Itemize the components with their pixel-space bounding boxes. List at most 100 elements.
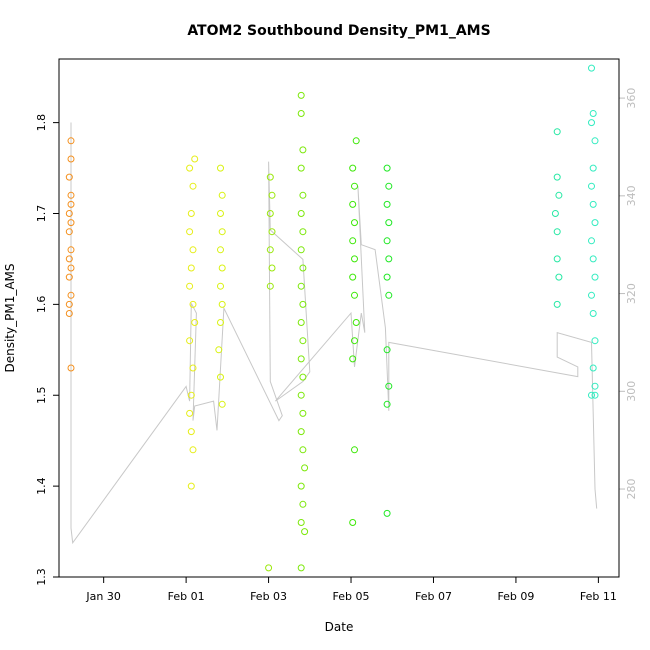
data-point — [67, 246, 75, 254]
data-point — [191, 319, 199, 326]
data-point — [385, 291, 393, 299]
x-tick-label: Feb 01 — [168, 590, 205, 603]
data-point — [551, 210, 559, 217]
plot-frame — [58, 58, 620, 578]
data-point — [186, 409, 194, 417]
points-layer — [65, 64, 599, 572]
data-point — [297, 210, 305, 217]
data-point — [266, 210, 274, 217]
data-point — [218, 400, 226, 408]
data-point — [351, 291, 358, 299]
data-point — [187, 264, 195, 272]
data-point — [589, 110, 597, 117]
data-point — [187, 428, 195, 436]
data-point — [297, 519, 305, 526]
data-point — [385, 219, 393, 227]
data-point — [589, 164, 597, 172]
data-point — [351, 182, 358, 190]
data-point — [299, 409, 307, 417]
data-point — [588, 64, 595, 72]
data-point — [67, 137, 75, 145]
data-point — [217, 164, 224, 172]
y-tick-label: 1.8 — [35, 114, 48, 132]
data-point — [589, 255, 597, 263]
data-point — [299, 146, 307, 154]
data-point — [297, 355, 305, 363]
data-point — [67, 155, 75, 163]
data-point — [299, 264, 307, 272]
data-point — [553, 300, 561, 308]
data-point — [591, 382, 599, 390]
data-point — [297, 319, 305, 326]
data-point — [591, 337, 599, 345]
y2-tick-label: 340 — [625, 185, 638, 206]
data-point — [553, 228, 561, 236]
data-point — [301, 464, 309, 472]
data-point — [218, 264, 226, 272]
y2-tick-label: 320 — [625, 283, 638, 304]
data-point — [383, 509, 391, 517]
chart-title: ATOM2 Southbound Density_PM1_AMS — [187, 23, 490, 39]
data-point — [385, 182, 393, 190]
data-point — [186, 337, 194, 345]
data-point — [349, 519, 357, 526]
data-point — [588, 182, 595, 190]
data-point — [266, 282, 274, 290]
y-axis-title: Density_PM1_AMS — [3, 263, 17, 372]
data-point — [297, 164, 305, 172]
x-tick-label: Feb 07 — [415, 590, 452, 603]
data-point — [349, 200, 357, 208]
data-point — [352, 137, 360, 145]
data-point — [268, 191, 276, 199]
data-point — [189, 300, 197, 308]
data-point — [297, 391, 305, 399]
series-3 — [265, 173, 276, 572]
x-axis-title: Date — [325, 620, 354, 634]
data-point — [351, 255, 358, 263]
data-point — [189, 246, 197, 254]
data-point — [217, 282, 224, 290]
data-point — [189, 364, 197, 372]
x-tick-label: Feb 05 — [333, 590, 370, 603]
data-point — [297, 564, 305, 572]
data-point — [297, 110, 305, 117]
series-8 — [588, 64, 599, 399]
data-point — [349, 273, 357, 281]
data-point — [268, 264, 276, 272]
data-point — [385, 255, 393, 263]
data-point — [217, 246, 224, 254]
data-point — [217, 319, 224, 326]
data-point — [591, 273, 599, 281]
data-point — [187, 482, 195, 490]
data-point — [297, 428, 305, 436]
data-point — [299, 373, 307, 381]
data-point — [349, 355, 357, 363]
x-tick-label: Feb 09 — [497, 590, 534, 603]
data-point — [299, 500, 307, 508]
data-point — [268, 228, 276, 236]
y-tick-label: 1.4 — [35, 477, 48, 495]
data-point — [189, 182, 197, 190]
data-point — [553, 255, 561, 263]
data-point — [349, 237, 357, 245]
data-point — [555, 273, 563, 281]
data-point — [299, 228, 307, 236]
data-point — [65, 255, 73, 263]
data-point — [65, 228, 73, 236]
data-point — [297, 246, 305, 254]
x-tick-label: Feb 11 — [580, 590, 617, 603]
data-point — [351, 337, 358, 345]
data-point — [299, 191, 307, 199]
data-point — [555, 191, 563, 199]
data-point — [349, 164, 357, 172]
data-point — [588, 291, 595, 299]
data-point — [297, 282, 305, 290]
data-point — [65, 173, 73, 181]
data-point — [67, 200, 75, 208]
series-2 — [215, 164, 226, 408]
data-point — [299, 337, 307, 345]
data-point — [67, 219, 75, 227]
data-point — [217, 210, 224, 217]
data-point — [297, 482, 305, 490]
data-point — [266, 246, 274, 254]
